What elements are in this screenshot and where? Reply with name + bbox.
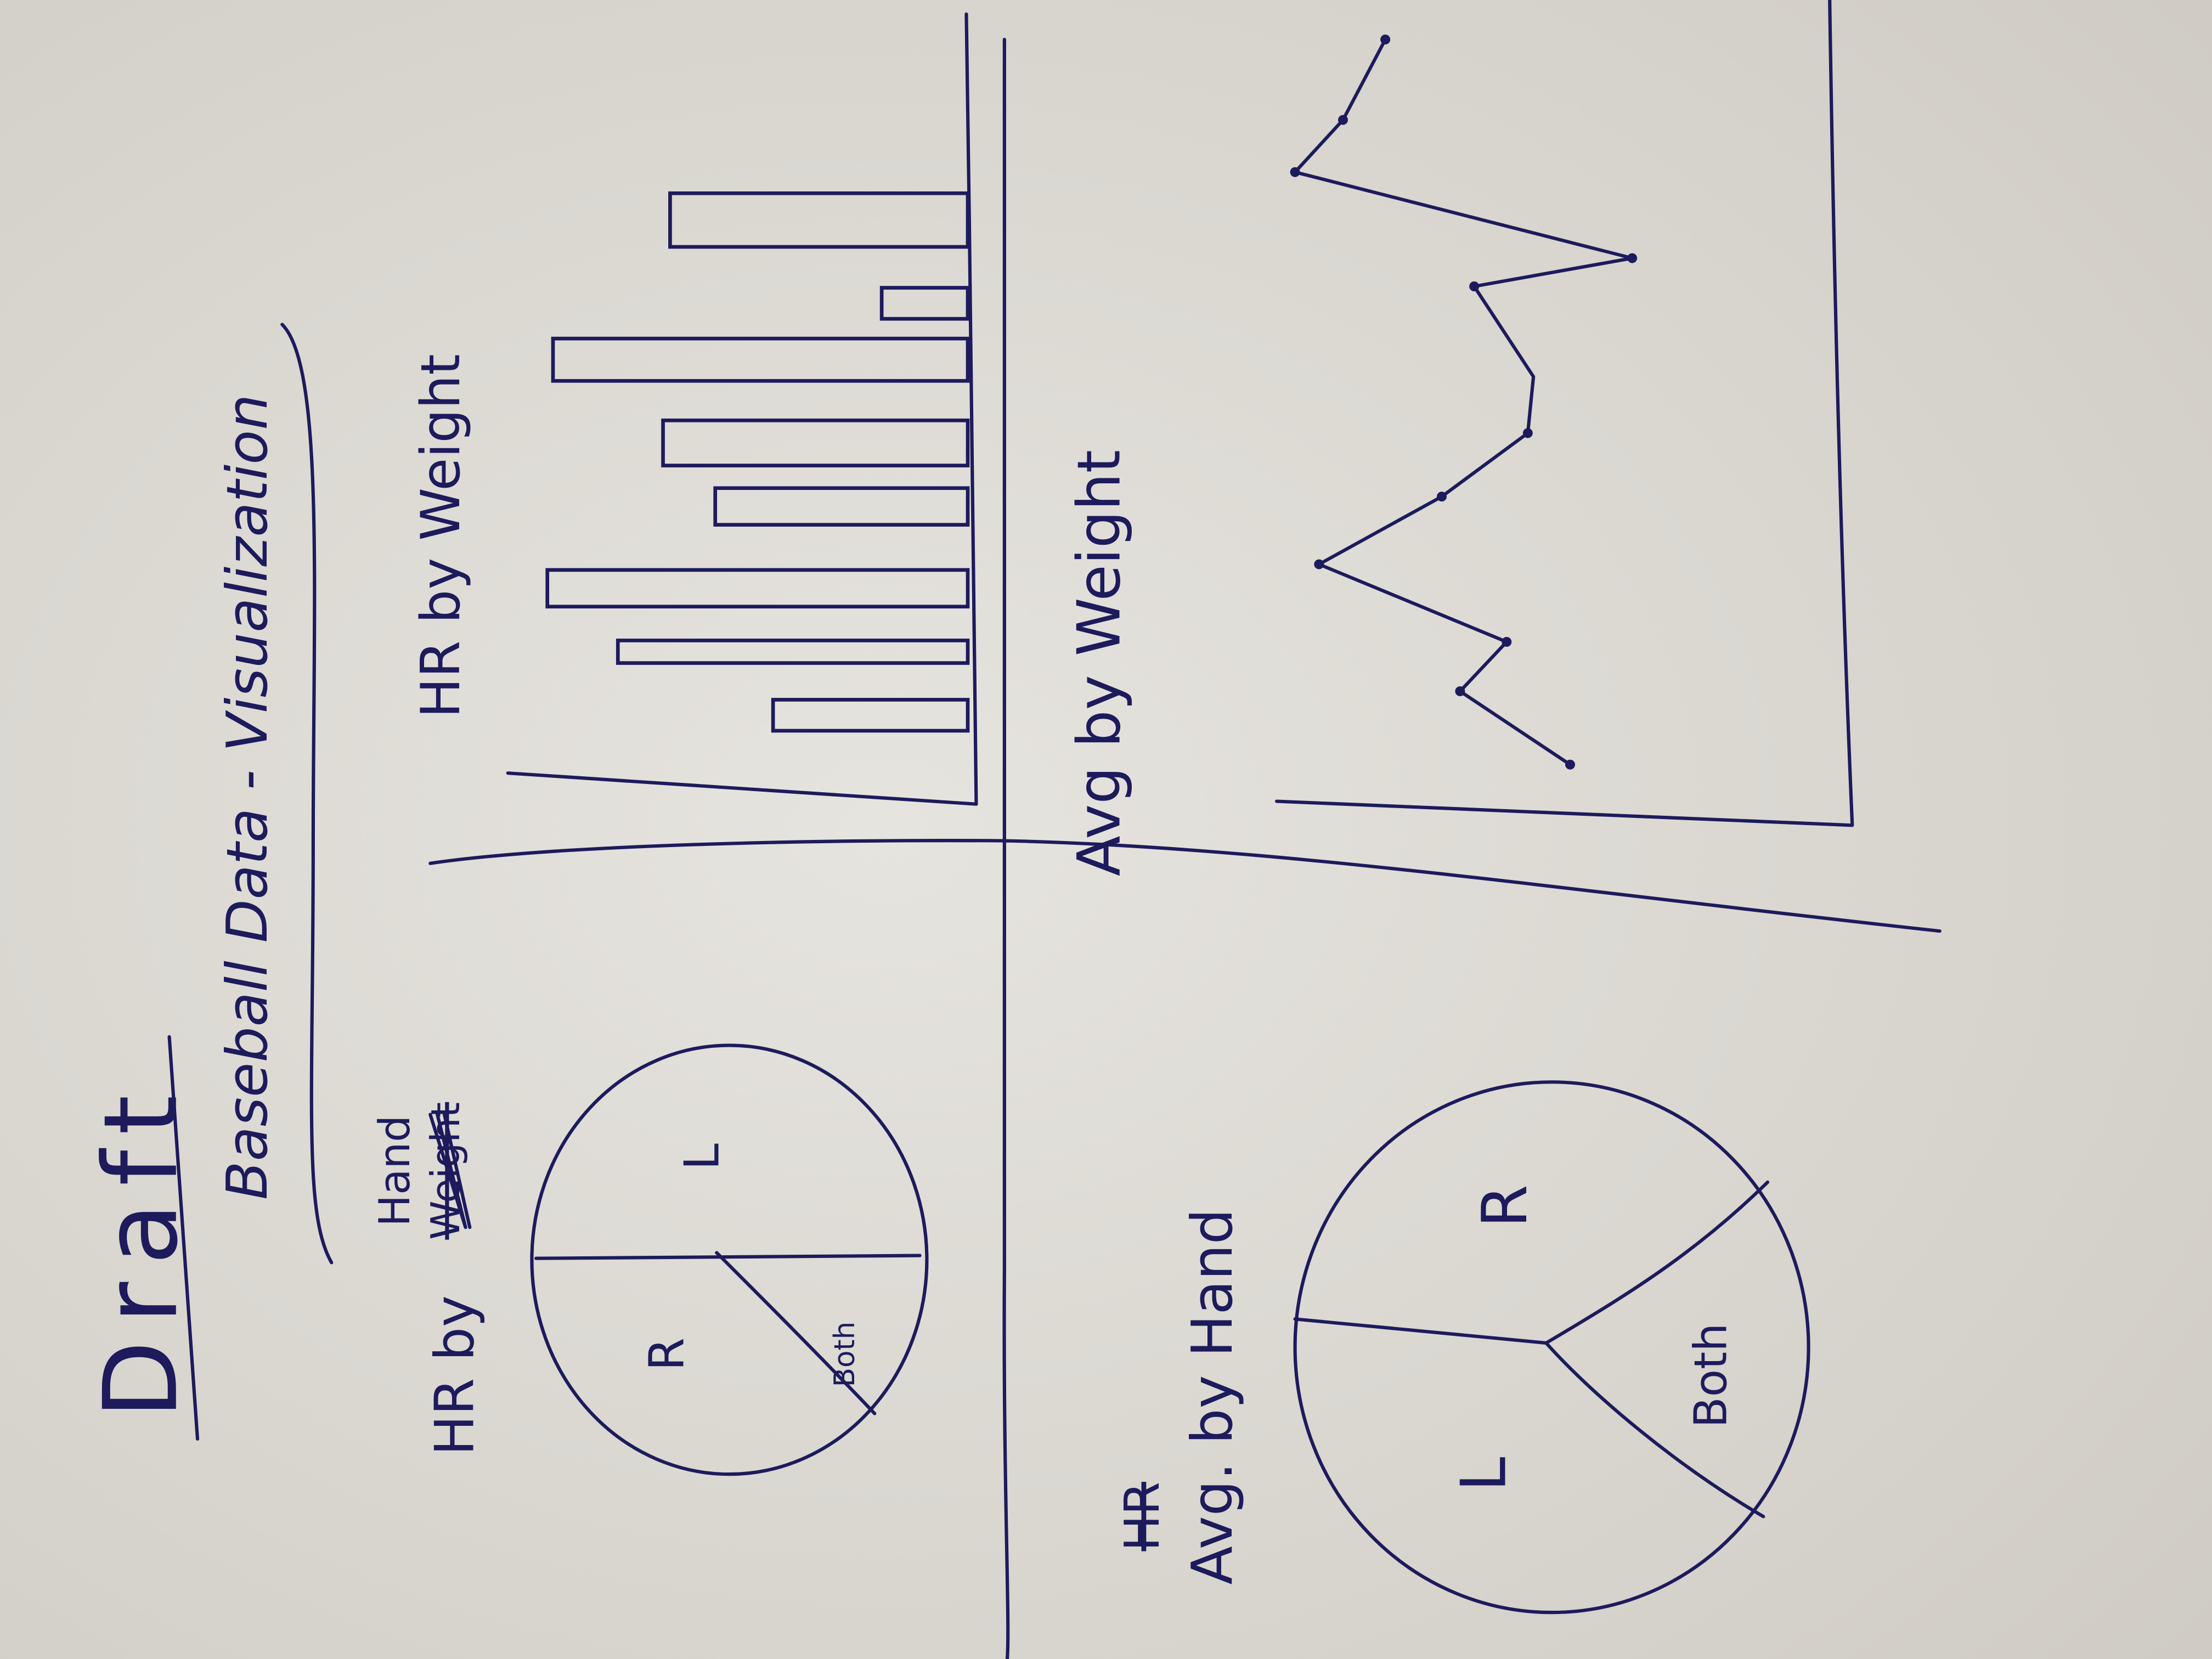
pie-outline [530,1043,929,1476]
panel-title: HR by [424,1295,487,1455]
pie-divider [1544,1180,1770,1345]
bar [713,486,970,527]
panel-title: Avg by Weight [1065,450,1134,876]
bars [545,191,970,733]
point [1502,637,1512,647]
line [1293,37,1634,766]
pie-divider [1544,1341,1765,1519]
point [1565,759,1575,770]
bar [616,639,970,665]
pie-label: R [1469,1184,1541,1228]
bar [551,336,970,383]
scribble [428,1113,472,1229]
bar [661,418,970,467]
bracket [280,323,334,1265]
pie-label: R [639,1338,695,1371]
point [1627,253,1638,263]
point [1455,686,1465,696]
bar [879,286,970,321]
pie-label: Both [1685,1323,1737,1428]
vertical-divider [1002,37,1010,1659]
pie-divider [1293,1317,1548,1345]
point [1338,115,1348,125]
axes [506,12,978,806]
points [1290,35,1638,770]
panel-title: Avg. by Hand [1180,1209,1245,1585]
horizontal-divider [428,839,1942,933]
point [1437,492,1447,502]
panel-title: HR by Weight [410,354,472,718]
subtitle: Baseball Data - Visualization [215,394,280,1200]
draft-title: Draft [82,1078,200,1419]
panel-title-end: Hand [370,1115,420,1227]
bar [771,698,970,733]
struck-text: HR [1114,1482,1170,1551]
pie-outline [1293,1080,1810,1615]
pie-label: Both [828,1322,861,1387]
pie-divider [715,1251,877,1415]
point [1469,281,1480,291]
bar [668,191,970,249]
pie-label: L [674,1143,730,1170]
axes [1275,0,1854,827]
pie-divider [534,1254,922,1260]
underline [167,1035,200,1441]
point [1380,35,1391,44]
point [1290,167,1300,177]
pie-label: L [1448,1457,1520,1492]
bar [545,568,970,609]
point [1522,428,1533,438]
point [1314,559,1324,569]
